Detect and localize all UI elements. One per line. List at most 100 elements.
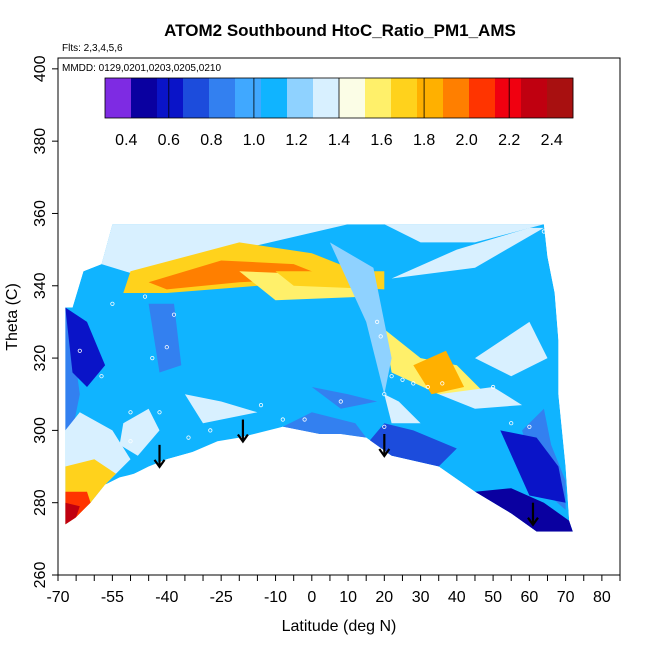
heatmap-region-28 (282, 412, 367, 438)
sample-point-17 (382, 392, 387, 397)
colorbar-swatch-10 (339, 78, 366, 118)
sample-point-27 (541, 229, 547, 234)
heatmap-region-12 (438, 387, 523, 409)
down-arrow-4 (527, 502, 539, 527)
sample-point-14 (338, 399, 343, 404)
heatmap-region-14 (65, 307, 106, 387)
sample-point-29 (157, 410, 162, 415)
x-tick-label: 40 (448, 589, 466, 606)
flight-arrows (153, 419, 539, 527)
colorbar-tick-label: 1.2 (285, 132, 307, 149)
y-tick-label: 340 (32, 272, 49, 299)
colorbar-swatch-5 (209, 78, 236, 118)
colorbar-tick-label: 1.0 (243, 132, 265, 149)
x-tick-label: -25 (210, 589, 233, 606)
colorbar-swatch-12 (391, 78, 418, 118)
colorbar-swatch-14 (443, 78, 470, 118)
flights-subtitle: Flts: 2,3,4,5,6 (62, 43, 123, 54)
heatmap-region-29 (329, 242, 392, 395)
colorbar-swatch-15 (469, 78, 496, 118)
colorbar-swatch-17 (521, 78, 548, 118)
chart-title: ATOM2 Southbound HtoC_Ratio_PM1_AMS (164, 21, 516, 40)
y-tick-label: 400 (32, 55, 49, 82)
sample-point-16 (378, 334, 383, 339)
colorbar-swatch-7 (261, 78, 288, 118)
x-tick-label: 70 (557, 589, 575, 606)
x-axis-label: Latitude (deg N) (282, 618, 397, 635)
sample-point-5 (142, 294, 148, 299)
y-axis: 260 280 300 320 340 360 380 400 (32, 55, 58, 588)
down-arrow-2 (237, 419, 249, 444)
colorbar-swatch-13 (417, 78, 444, 118)
x-tick-label: 20 (375, 589, 393, 606)
heatmap-region-4 (148, 260, 330, 290)
colorbar-tick-label: 2.0 (455, 132, 477, 149)
sample-point-6 (150, 355, 155, 361)
sample-point-28 (128, 439, 133, 444)
down-arrow-3 (378, 434, 391, 458)
sample-point-20 (400, 377, 405, 382)
plot-frame (57, 57, 621, 576)
colorbar-tick-label: 2.2 (498, 132, 520, 149)
dates-subtitle: MMDD: 0129,0201,0203,0205,0210 (62, 63, 221, 74)
sample-point-11 (258, 402, 264, 408)
colorbar-tick-label: 0.4 (115, 132, 137, 149)
heatmap-region-10 (413, 350, 465, 395)
y-tick-label: 380 (32, 128, 49, 155)
x-tick-label: 30 (412, 589, 430, 606)
colorbar-swatch-18 (547, 78, 574, 118)
down-arrow-1 (153, 444, 166, 469)
colorbar-swatch-8 (287, 78, 314, 118)
sample-point-13 (302, 417, 307, 422)
sample-point-7 (164, 345, 169, 350)
heatmap-region-18 (65, 502, 80, 525)
colorbar-swatch-9 (313, 78, 340, 118)
y-tick-label: 280 (32, 489, 49, 516)
colorbar (104, 77, 574, 119)
colorbar-swatch-2 (131, 78, 158, 118)
sample-point-2 (99, 374, 104, 379)
x-tick-label: -55 (101, 589, 124, 606)
sample-point-18 (382, 424, 387, 429)
sample-point-21 (411, 381, 416, 386)
y-tick-label: 360 (32, 200, 49, 227)
x-tick-label: 80 (593, 589, 611, 606)
heatmap-region-21 (148, 303, 182, 373)
sample-point-8 (171, 312, 177, 317)
sample-point-9 (186, 435, 191, 440)
x-tick-label: -40 (155, 589, 178, 606)
colorbar-swatch-16 (495, 78, 522, 118)
colorbar-labels: 0.4 0.6 0.8 1.0 1.2 1.4 1.6 1.8 2.0 2.2 2.4 (115, 132, 563, 149)
y-axis-label: Theta (C) (4, 283, 21, 351)
colorbar-tick-label: 0.6 (158, 132, 180, 149)
y-tick-label: 320 (32, 345, 49, 372)
heatmap-region-22 (311, 387, 378, 409)
colorbar-tick-label: 0.8 (200, 132, 222, 149)
heatmap-region-8 (384, 224, 544, 243)
sample-point-4 (128, 410, 133, 415)
sample-point-19 (389, 374, 394, 379)
x-tick-label: 50 (484, 589, 502, 606)
x-tick-label: -10 (264, 589, 287, 606)
heatmap-region-25 (475, 488, 573, 532)
x-tick-label: 10 (339, 589, 357, 606)
colorbar-tick-label: 1.4 (328, 132, 350, 149)
heatmap-region-23 (384, 394, 421, 424)
heatmap-region-11 (475, 321, 548, 377)
sample-point-24 (490, 384, 496, 390)
sample-point-12 (280, 417, 285, 422)
sample-point-15 (374, 319, 380, 324)
colorbar-swatch-11 (365, 78, 392, 118)
colorbar-swatch-3 (157, 78, 184, 118)
heatmap-region-26 (500, 430, 566, 503)
sample-point-3 (110, 301, 115, 306)
colorbar-swatch-4 (183, 78, 210, 118)
colorbar-swatch-1 (105, 78, 132, 118)
x-tick-label: 60 (521, 589, 539, 606)
x-tick-label: 0 (307, 589, 316, 606)
colorbar-tick-label: 1.8 (413, 132, 435, 149)
sample-point-1 (77, 348, 82, 353)
y-tick-label: 260 (32, 562, 49, 589)
sample-points (77, 229, 547, 444)
